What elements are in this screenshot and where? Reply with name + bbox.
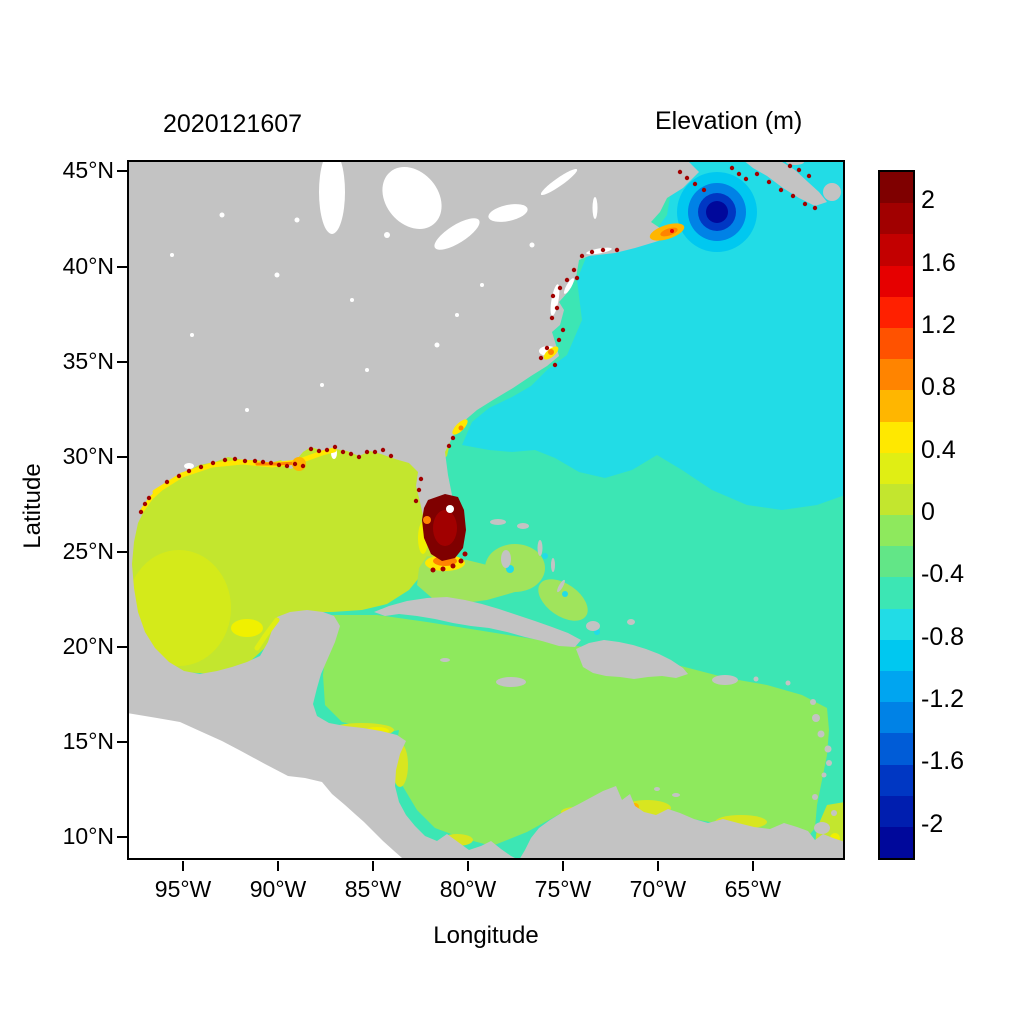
- yucatan-coast-yellow: [254, 617, 280, 651]
- y-tick-mark: [117, 836, 127, 839]
- longitude-tick-label: 95°W: [154, 876, 212, 902]
- map-plot: [127, 160, 845, 860]
- colorbar-swatch: [880, 421, 913, 453]
- y-tick-mark: [117, 265, 127, 268]
- east-coast-speckles: [538, 163, 818, 368]
- x-tick-mark: [656, 861, 659, 871]
- bahamas-islands: [490, 519, 635, 631]
- x-tick-mark: [182, 861, 185, 871]
- latitude-tick-label: 20°N: [62, 632, 114, 659]
- y-tick-mark: [117, 741, 127, 744]
- x-tick-mark: [466, 861, 469, 871]
- campeche-yellow-patch: [231, 619, 263, 637]
- colorbar-swatch: [880, 234, 913, 266]
- atlantic-cyan-region: [462, 160, 845, 510]
- y-tick-mark: [117, 170, 127, 173]
- colorbar-tick-label: 0.8: [921, 373, 956, 402]
- colorbar-swatch: [880, 172, 913, 204]
- great-lakes: [319, 160, 598, 250]
- lesser-antilles-islands: [440, 658, 837, 834]
- colorbar-swatch: [880, 296, 913, 328]
- bahama-bank-green-2: [538, 579, 588, 621]
- colorbar-tick-label: -1.6: [921, 747, 965, 776]
- colorbar-swatch: [880, 702, 913, 734]
- colorbar-swatch: [880, 265, 913, 297]
- longitude-tick-label: 80°W: [439, 876, 497, 902]
- colorbar-swatch: [880, 359, 913, 391]
- x-tick-mark: [751, 861, 754, 871]
- x-tick-mark: [277, 861, 279, 871]
- hatteras-shoal-patch: [543, 346, 559, 360]
- colorbar-tick-label: 1.6: [921, 248, 956, 277]
- west-gulf-yellow-region: [127, 550, 231, 666]
- longitude-tick-label: 75°W: [534, 876, 592, 902]
- cuba-island: [374, 597, 581, 647]
- x-tick-mark: [561, 861, 564, 871]
- colorbar-swatch: [880, 608, 913, 640]
- colorbar-tick-label: 1.2: [921, 310, 956, 339]
- caribbean-islands: [374, 519, 837, 834]
- y-tick-mark: [117, 455, 127, 458]
- fundy-low-bullseye: [677, 172, 757, 252]
- colorbar-swatch: [880, 671, 913, 703]
- latitude-tick-label: 10°N: [62, 823, 114, 850]
- timestamp-title: 2020121607: [163, 110, 303, 138]
- latitude-tick-label: 15°N: [62, 728, 114, 755]
- colorbar-tick-label: -0.8: [921, 622, 965, 651]
- colorbar-swatch: [880, 203, 913, 235]
- colorbar: [878, 170, 915, 860]
- colorbar-swatch: [880, 390, 913, 422]
- latitude-tick-label: 30°N: [62, 442, 114, 469]
- south-america-land: [519, 786, 845, 860]
- colorbar-swatch: [880, 452, 913, 484]
- colorbar-swatch: [880, 483, 913, 516]
- colorbar-tick-label: -0.4: [921, 560, 965, 589]
- colorbar-swatches: [880, 172, 913, 859]
- north-america-land: [127, 160, 699, 860]
- georgia-coast-patch: [452, 419, 468, 435]
- cape-cod-shoal-patch: [649, 223, 685, 241]
- longitude-tick-label: 85°W: [344, 876, 402, 902]
- colorbar-swatch: [880, 639, 913, 671]
- y-tick-mark: [117, 550, 127, 553]
- plot-frame: [127, 160, 845, 860]
- x-tick-mark: [371, 861, 374, 871]
- colorbar-swatch: [880, 577, 913, 609]
- colorbar-swatch: [880, 515, 913, 547]
- colorbar-swatch: [880, 546, 913, 578]
- colorbar-tick-label: -2: [921, 809, 944, 838]
- pacific-ocean-mask: [127, 713, 402, 860]
- colorbar-tick-label: 2: [921, 186, 935, 215]
- latitude-tick-label: 40°N: [62, 252, 114, 279]
- gulf-coast-speckles: [138, 435, 468, 573]
- jamaica-island: [496, 677, 526, 687]
- y-tick-mark: [117, 645, 127, 648]
- longitude-tick-label: 90°W: [249, 876, 307, 902]
- longitude-tick-label: 70°W: [629, 876, 687, 902]
- colorbar-swatch: [880, 764, 913, 796]
- caribbean-region: [323, 615, 829, 846]
- longitude-axis-label: Longitude: [433, 922, 539, 949]
- colorbar-tick-label: 0.4: [921, 435, 956, 464]
- latitude-tick-label: 35°N: [62, 347, 114, 374]
- inland-small-lakes: [170, 212, 535, 412]
- elevation-units-title: Elevation (m): [655, 107, 803, 135]
- puerto-rico-island: [712, 675, 738, 685]
- colorbar-swatch: [880, 733, 913, 765]
- colorbar-swatch: [880, 826, 913, 859]
- latitude-tick-label: 45°N: [62, 157, 114, 184]
- colorbar-swatch: [880, 327, 913, 360]
- hispaniola-island: [576, 640, 688, 679]
- y-tick-mark: [117, 360, 127, 363]
- colorbar-tick-label: 0: [921, 498, 935, 526]
- longitude-tick-label: 65°W: [724, 876, 782, 902]
- colorbar-swatch: [880, 795, 913, 827]
- latitude-tick-label: 25°N: [62, 537, 114, 564]
- colorbar-tick-label: -1.2: [921, 685, 965, 714]
- bahama-bank-green-1: [485, 544, 545, 592]
